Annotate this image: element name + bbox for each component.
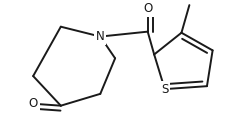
Text: O: O <box>29 97 38 110</box>
Text: N: N <box>96 30 105 43</box>
Text: O: O <box>143 2 152 15</box>
Text: S: S <box>161 83 168 96</box>
